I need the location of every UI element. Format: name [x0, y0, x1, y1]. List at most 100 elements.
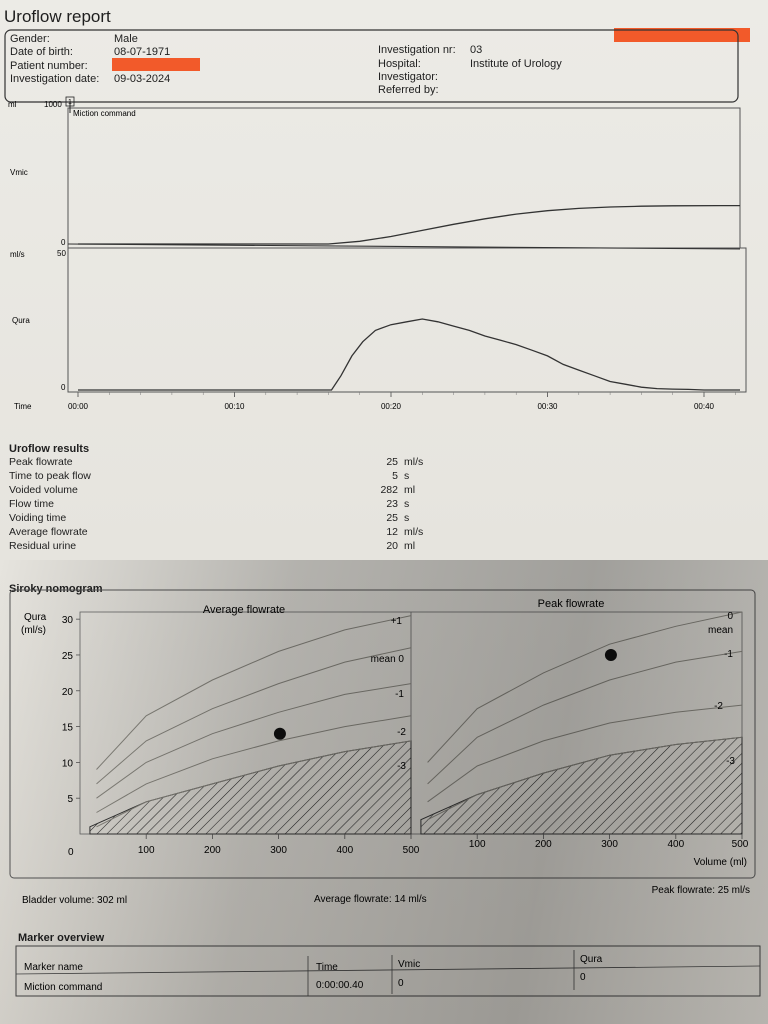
vmic-unit: ml: [8, 100, 17, 109]
nomogram-curve-1: [96, 647, 412, 785]
marker-row-name: Miction command: [24, 982, 102, 993]
gender-value: Male: [114, 33, 138, 45]
nomo-x-label-right: 400: [667, 839, 684, 850]
nomo-x-label-right: 200: [535, 839, 552, 850]
result-value: 12: [386, 526, 398, 538]
bladder-volume: Bladder volume: 302 ml: [22, 895, 127, 906]
avg-panel: +1 mean 0 -1 -2 -3: [89, 615, 412, 835]
nomo-x-label-left: 400: [336, 845, 353, 856]
qura-series: [78, 318, 740, 391]
peak-curve-label: mean: [708, 625, 733, 636]
gender-label: Gender:: [10, 33, 50, 45]
nomogram-curve-0: [427, 611, 743, 763]
result-label: Peak flowrate: [9, 456, 73, 468]
investigation-nr-label: Investigation nr:: [378, 44, 456, 56]
marker-row-vmic: 0: [398, 978, 404, 989]
vmic-zero: 0: [61, 238, 66, 247]
vmic-max: 1000: [44, 100, 62, 109]
nomo-origin: 0: [68, 847, 74, 858]
nomo-y-ticks: 30 25 20 15 10 5: [62, 615, 80, 805]
miction-marker-num: 1: [68, 99, 72, 106]
avg-curve-label: mean 0: [371, 654, 405, 665]
siroky-nomogram: +1 mean 0 -1 -2 -3 0 mean -1 -2 -3 Qura (ml/s) A…: [9, 589, 756, 906]
result-unit: s: [404, 470, 410, 482]
result-label: Time to peak flow: [9, 470, 91, 482]
time-tick-label: 00:30: [537, 402, 558, 411]
investigation-date-value: 09-03-2024: [114, 73, 171, 85]
hospital-value: Institute of Urology: [470, 58, 562, 70]
marker-overview-title: Marker overview: [18, 932, 105, 944]
nomo-x-label-left: 200: [204, 845, 221, 856]
peak-panel: 0 mean -1 -2 -3: [420, 611, 743, 835]
peak-panel-title: Peak flowrate: [538, 598, 605, 610]
nomogram-curve-2: [96, 683, 412, 799]
avg-flowrate-footer: Average flowrate: 14 ml/s: [314, 894, 427, 905]
result-label: Residual urine: [9, 540, 77, 552]
qura-max: 50: [57, 249, 66, 258]
vmic-series: [67, 204, 741, 250]
peak-curve-label: 0: [727, 611, 733, 622]
nomo-x-label-left: 500: [403, 845, 420, 856]
marker-col-vmic: Vmic: [398, 959, 420, 970]
nomo-x-label-left: 100: [138, 845, 155, 856]
results-title: Uroflow results: [9, 443, 90, 455]
dob-value: 08-07-1971: [114, 46, 171, 58]
time-tick-label: 00:00: [68, 402, 89, 411]
nomogram-curve-3: [427, 736, 743, 821]
result-value: 25: [386, 456, 398, 468]
investigator-label: Investigator:: [378, 71, 438, 83]
nomo-xlabel: Volume (ml): [694, 857, 747, 868]
nomo-y-label: 20: [62, 687, 74, 698]
result-value: 23: [386, 498, 398, 510]
result-value: 5: [392, 470, 398, 482]
referred-by-label: Referred by:: [378, 84, 439, 96]
redacted-patient-number: [112, 58, 200, 71]
nomo-y-label: 10: [62, 758, 74, 769]
peak-curve-label: -3: [726, 756, 735, 767]
redacted-name: [614, 28, 750, 42]
avg-curve-label: -3: [397, 761, 406, 772]
investigation-nr-value: 03: [470, 44, 483, 56]
miction-marker-box: [65, 96, 75, 107]
nomo-x-label-right: 300: [601, 839, 618, 850]
nomogram-curve-4: [96, 740, 412, 828]
time-tick-label: 00:40: [694, 402, 715, 411]
result-unit: s: [404, 498, 410, 510]
result-unit: s: [404, 512, 410, 524]
result-unit: ml/s: [404, 456, 424, 468]
nomo-ylabel-1: Qura: [24, 612, 47, 623]
result-value: 25: [386, 512, 398, 524]
report-title: Uroflow report: [4, 7, 111, 26]
marker-row-time: 0:00:00.40: [316, 980, 364, 991]
result-label: Voided volume: [9, 484, 78, 496]
peak-curve-label: -2: [714, 701, 723, 712]
nomo-x-label-right: 100: [469, 839, 486, 850]
nomogram-curve-3: [96, 715, 412, 813]
vmic-baseline: [67, 243, 741, 250]
avg-curve-label: -1: [395, 689, 404, 700]
vmic-label: Vmic: [10, 168, 28, 177]
nomo-x-label-left: 300: [270, 845, 287, 856]
result-value: 20: [386, 540, 398, 552]
nomo-y-label: 15: [62, 723, 74, 734]
time-label: Time: [14, 402, 32, 411]
avg-curve-label: +1: [391, 616, 403, 627]
uroflow-trace: 1 Miction command ml 1000 Vmic 0 ml/s 50…: [8, 96, 747, 411]
nomo-x-ticks: 100 200 300 400 500 100 200 300 400 500: [138, 834, 749, 856]
patient-number-label: Patient number:: [10, 60, 88, 72]
result-label: Voiding time: [9, 512, 67, 524]
hospital-label: Hospital:: [378, 58, 421, 70]
nomo-y-label: 25: [62, 651, 74, 662]
result-unit: ml: [404, 484, 416, 496]
qura-zero: 0: [61, 383, 66, 392]
avg-curve-label: -2: [397, 727, 406, 738]
nomogram-curve-1: [427, 650, 743, 785]
peak-curve-label: -1: [724, 649, 733, 660]
nomo-y-label: 5: [67, 794, 73, 805]
qura-line: [78, 318, 740, 391]
vmic-line: [78, 204, 740, 245]
qura-unit: ml/s: [10, 250, 25, 259]
avg-panel-title: Average flowrate: [203, 604, 285, 616]
marker-col-name: Marker name: [24, 962, 83, 973]
